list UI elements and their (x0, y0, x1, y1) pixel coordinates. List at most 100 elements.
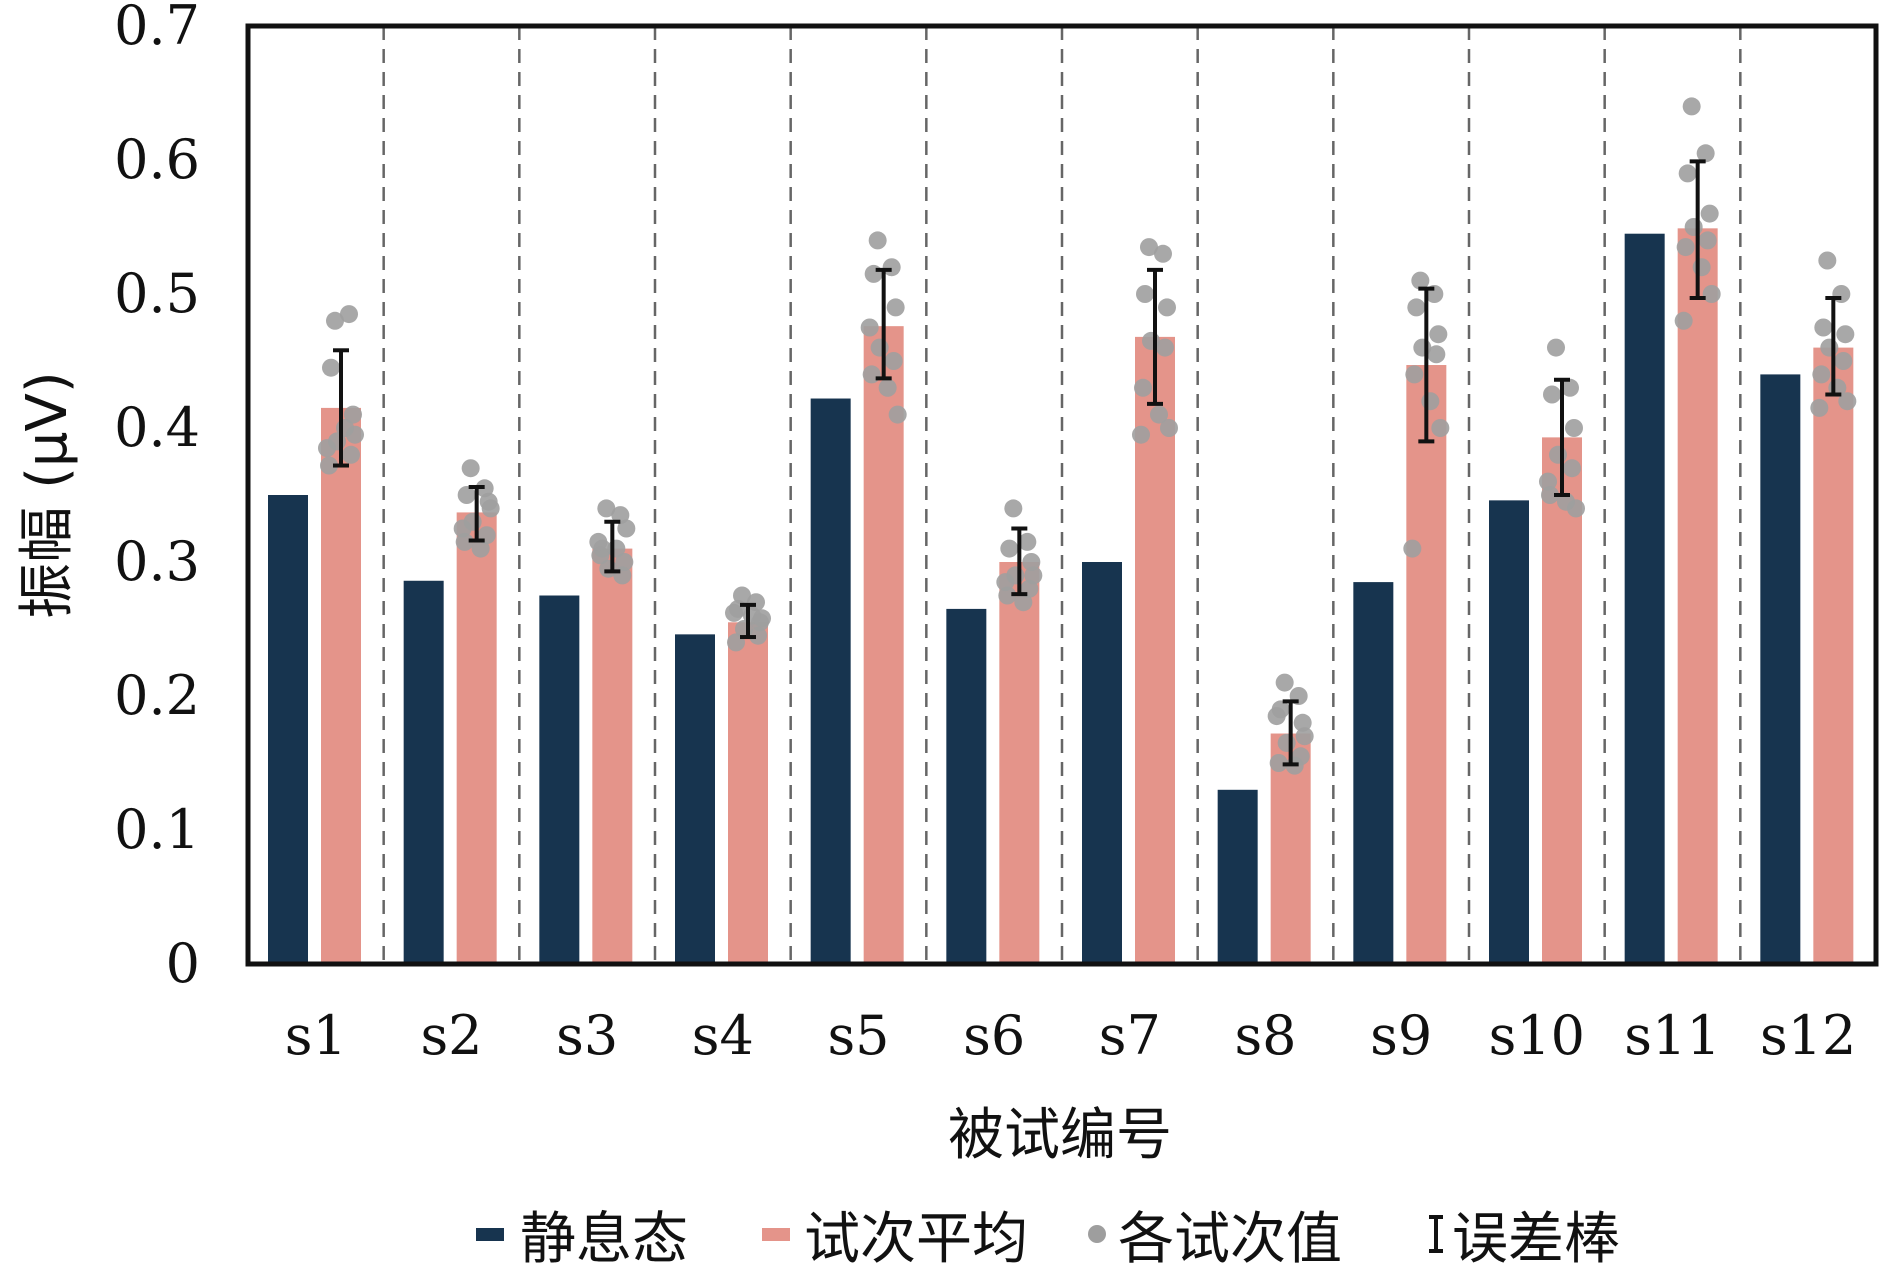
trial-point-s7 (1158, 298, 1176, 317)
trial-point-s11 (1684, 218, 1703, 236)
trial-point-s7 (1156, 338, 1174, 357)
trial-point-s12 (1834, 352, 1853, 370)
x-tick-label: s5 (827, 1004, 889, 1067)
trial-point-s9 (1429, 325, 1448, 344)
x-tick-label: s11 (1624, 1004, 1720, 1067)
trial-point-s5 (878, 378, 897, 397)
trial-point-s6 (1004, 499, 1023, 518)
trial-point-s8 (1275, 673, 1294, 692)
trial-point-s5 (884, 352, 903, 370)
trial-point-s1 (342, 445, 360, 464)
bar-trial-mean-s10 (1542, 437, 1582, 964)
trial-point-s6 (1014, 593, 1033, 612)
trial-point-s4 (725, 603, 743, 622)
trial-point-s9 (1421, 392, 1440, 411)
trial-point-s5 (870, 338, 889, 357)
trial-point-s3 (607, 539, 626, 558)
trial-point-s2 (471, 539, 490, 558)
trial-point-s6 (998, 586, 1017, 605)
trial-point-s10 (1543, 385, 1561, 404)
x-tick-label: s10 (1489, 1004, 1585, 1067)
x-tick-label: s9 (1370, 1004, 1432, 1067)
trial-point-s7 (1150, 405, 1168, 424)
trial-point-s9 (1431, 419, 1450, 437)
x-axis-title: 被试编号 (948, 1103, 1172, 1168)
trial-point-s10 (1549, 445, 1567, 464)
bar-trial-mean-s3 (592, 548, 633, 964)
trial-point-s11 (1674, 311, 1693, 330)
trial-point-s12 (1810, 398, 1829, 417)
trial-point-s1 (340, 305, 358, 324)
trial-point-s12 (1818, 251, 1837, 270)
bar-resting-s5 (810, 398, 851, 964)
trial-point-s11 (1702, 285, 1721, 303)
trial-point-s11 (1698, 231, 1717, 250)
x-tick-label: s3 (556, 1004, 618, 1067)
bar-trial-mean-s12 (1813, 347, 1854, 965)
trial-point-s10 (1541, 486, 1559, 504)
error-bar-s3 (604, 519, 621, 574)
trial-point-s6 (1018, 532, 1037, 551)
trial-point-s6 (1022, 553, 1041, 571)
x-axis-ticks: s1 s2 s3 s4 s5 s6 s7 s8 s9 s10 s11 s12 (285, 1004, 1857, 1067)
bar-resting-s8 (1217, 789, 1258, 964)
grid-layer (382, 26, 1742, 964)
trial-point-s3 (597, 499, 616, 518)
legend-label-resting: 静息态 (520, 1207, 688, 1272)
legend-label-error-bar: 误差棒 (1452, 1207, 1620, 1272)
trial-point-s3 (615, 553, 634, 571)
error-bar-s4 (740, 602, 756, 640)
trial-point-s11 (1676, 238, 1695, 257)
trial-point-s5 (860, 318, 879, 337)
legend: 静息态 试次平均 各试次值 误差棒 (476, 1207, 1620, 1272)
trial-point-s6 (1000, 539, 1019, 558)
trial-point-s11 (1692, 258, 1711, 277)
trial-point-s11 (1678, 164, 1697, 183)
bar-trial-mean-s5 (863, 326, 904, 964)
y-tick-label: 0.2 (114, 664, 200, 727)
trial-point-s9 (1427, 345, 1446, 364)
trial-point-s10 (1563, 459, 1581, 478)
trial-point-s3 (591, 546, 610, 565)
trial-point-s12 (1814, 318, 1833, 337)
trial-point-s2 (481, 499, 500, 518)
trial-point-s5 (862, 365, 881, 384)
error-bar-s12 (1825, 296, 1842, 397)
bar-resting-s2 (403, 580, 444, 964)
bar-resting-s6 (946, 608, 987, 964)
trial-point-s1 (326, 311, 344, 330)
y-tick-label: 0.6 (114, 128, 200, 191)
bar-resting-s4 (675, 634, 715, 964)
legend-label-trial-mean: 试次平均 (804, 1207, 1028, 1272)
bar-trial-mean-s11 (1677, 228, 1718, 965)
x-tick-label: s2 (420, 1004, 482, 1067)
error-bar-s2 (468, 484, 485, 543)
trial-point-s4 (749, 626, 767, 645)
y-axis-ticks: 0 0.1 0.2 0.3 0.4 0.5 0.6 0.7 (114, 0, 200, 995)
x-tick-label: s1 (285, 1004, 347, 1067)
error-bar-s7 (1147, 267, 1163, 406)
y-tick-label: 0 (166, 932, 200, 995)
trial-point-s11 (1682, 97, 1701, 116)
bar-trial-mean-s6 (999, 562, 1040, 964)
bar-trial-mean-s9 (1406, 365, 1447, 964)
bar-resting-s11 (1624, 233, 1665, 964)
trial-point-s10 (1565, 419, 1583, 437)
trial-point-s9 (1407, 298, 1426, 317)
legend-label-trials: 各试次值 (1118, 1207, 1342, 1272)
x-tick-label: s12 (1760, 1004, 1856, 1067)
error-bars-layer (333, 159, 1842, 767)
trial-point-s10 (1561, 378, 1579, 397)
trial-point-s1 (346, 425, 364, 444)
error-bar-s11 (1689, 159, 1706, 301)
bar-resting-s10 (1489, 500, 1529, 964)
bar-trial-mean-s1 (321, 407, 361, 964)
y-tick-label: 0.5 (114, 262, 200, 325)
x-tick-label: s7 (1099, 1004, 1161, 1067)
trial-point-s1 (320, 456, 338, 475)
error-bar-s9 (1418, 286, 1435, 444)
bars-layer (268, 228, 1854, 965)
trial-point-s5 (886, 298, 905, 317)
trial-point-s8 (1267, 707, 1286, 726)
